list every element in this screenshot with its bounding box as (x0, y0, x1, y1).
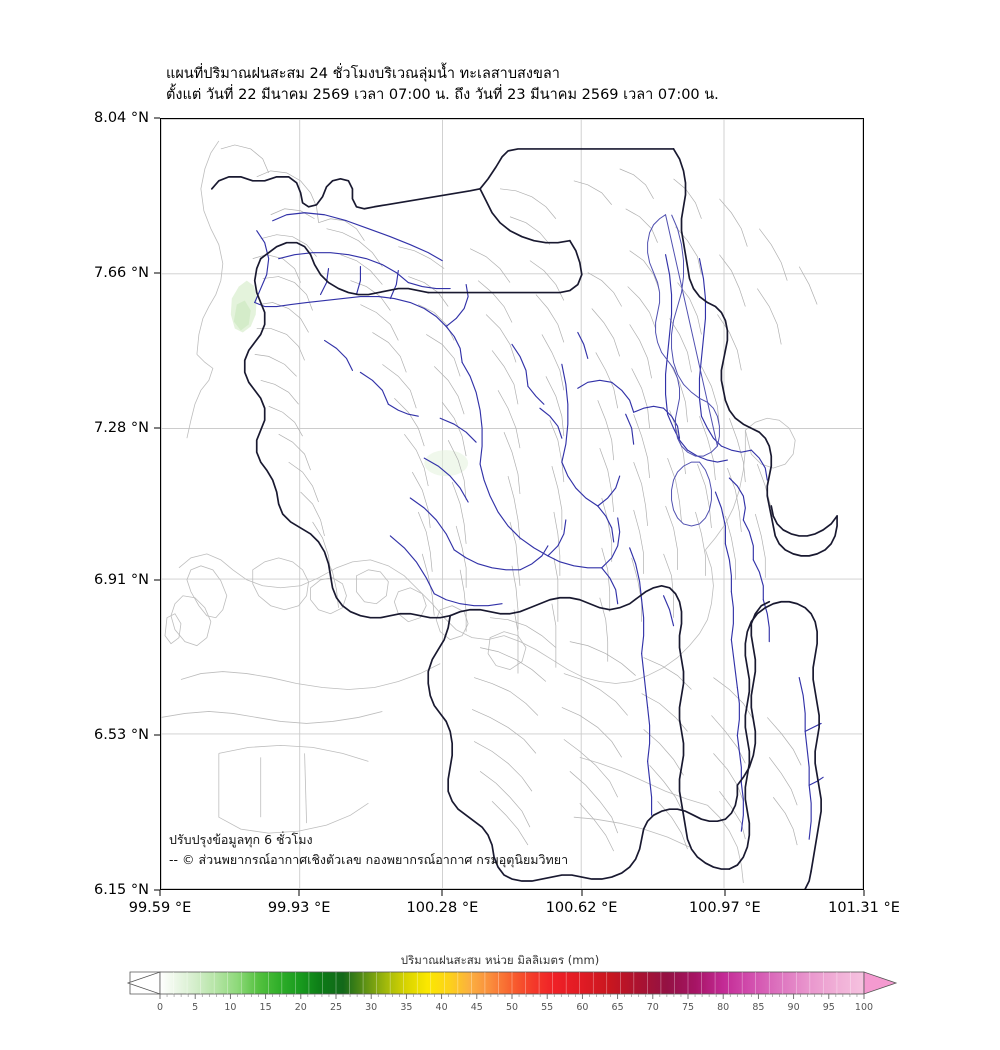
colorbar-tick-label: 90 (787, 1002, 800, 1013)
rainfall-shading (230, 280, 469, 477)
colorbar-title: ปริมาณฝนสะสม หน่วย มิลลิเมตร (mm) (400, 953, 600, 967)
y-axis-tick-mark (154, 272, 160, 274)
x-axis-tick-label: 99.93 °E (267, 900, 331, 916)
colorbar-tick-label: 75 (681, 1002, 695, 1013)
map-canvas (161, 119, 863, 889)
x-axis-tick-label: 99.59 °E (128, 900, 192, 916)
y-axis-tick-mark (154, 734, 160, 736)
x-axis-tick-mark (441, 890, 443, 896)
colorbar-tick-label: 55 (541, 1002, 554, 1013)
y-axis-tick-label: 8.04 °N (94, 110, 149, 126)
x-axis-tick-mark (581, 890, 583, 896)
colorbar-tick-label: 80 (717, 1002, 730, 1013)
x-axis-tick-mark (724, 890, 726, 896)
map-gridlines (161, 119, 863, 889)
y-axis-tick-mark (154, 427, 160, 429)
map-title-block: แผนที่ปริมาณฝนสะสม 24 ชั่วโมงบริเวณลุ่มน… (166, 64, 886, 106)
x-axis-tick-mark (159, 890, 161, 896)
x-axis-tick-label: 101.31 °E (828, 900, 900, 916)
colorbar-tick-label: 10 (224, 1002, 237, 1013)
colorbar-tick-label: 65 (611, 1002, 624, 1013)
copyright-note: -- © ส่วนพยากรณ์อากาศเชิงตัวเลข กองพยากร… (169, 852, 569, 867)
y-axis-tick-label: 6.53 °N (94, 726, 149, 743)
colorbar-tick-label: 20 (294, 1002, 307, 1013)
y-axis-tick-label: 6.91 °N (94, 571, 149, 588)
colorbar-tick-label: 50 (505, 1002, 519, 1013)
map-title-line-2: ตั้งแต่ วันที่ 22 มีนาคม 2569 เวลา 07:00… (166, 87, 719, 103)
y-axis-tick-mark (154, 889, 160, 891)
x-axis-tick-mark (298, 890, 300, 896)
y-axis-tick-label: 6.15 °N (94, 882, 149, 898)
colorbar-tick-label: 60 (576, 1002, 589, 1013)
update-frequency-note: ปรับปรุงข้อมูลทุก 6 ชั่วโมง (169, 832, 313, 847)
colorbar-tick-labels: 0 5 10 15 20 25 30 35 40 45 50 55 60 65 70 75 80 85 90 95 10… (0, 1002, 1000, 1018)
x-axis-tick-mark (863, 890, 865, 896)
colorbar-tick-label: 40 (435, 1002, 448, 1013)
x-axis-tick-label: 100.62 °E (545, 900, 618, 916)
colorbar-tick-label: 30 (365, 1002, 378, 1013)
colorbar: ปริมาณฝนสะสม หน่วย มิลลิเมตร (mm) 0 5 10 15… (0, 952, 1000, 1022)
colorbar-tick-label: 70 (646, 1002, 659, 1013)
colorbar-tick-label: 35 (400, 1002, 413, 1013)
y-axis-tick-mark (154, 117, 160, 119)
colorbar-tick-label: 45 (470, 1002, 483, 1013)
y-axis-tick-mark (154, 579, 160, 581)
colorbar-tick-label: 25 (329, 1002, 343, 1013)
lagoon-outline (647, 213, 720, 527)
x-axis-tick-label: 100.28 °E (406, 900, 479, 916)
y-axis-tick-label: 7.28 °N (94, 420, 149, 437)
colorbar-tick-label: 15 (259, 1002, 272, 1013)
colorbar-gradient (126, 971, 898, 999)
coastline-layer (161, 140, 796, 884)
basin-boundary (211, 148, 838, 889)
colorbar-tick-label: 100 (854, 1002, 874, 1013)
colorbar-tick-label: 85 (752, 1002, 765, 1013)
river-network (254, 212, 824, 840)
y-axis-tick-label: 7.66 °N (94, 265, 149, 282)
colorbar-tick-label: 95 (822, 1002, 835, 1013)
x-axis-tick-label: 100.97 °E (688, 900, 761, 916)
colorbar-tick-label: 0 (156, 1002, 164, 1013)
map-plot-area: ปรับปรุงข้อมูลทุก 6 ชั่วโมง -- © ส่วนพยา… (160, 118, 864, 890)
colorbar-tick-label: 5 (192, 1002, 199, 1013)
map-title-line-1: แผนที่ปริมาณฝนสะสม 24 ชั่วโมงบริเวณลุ่มน… (166, 66, 560, 82)
subdistrict-boundaries (220, 144, 818, 852)
